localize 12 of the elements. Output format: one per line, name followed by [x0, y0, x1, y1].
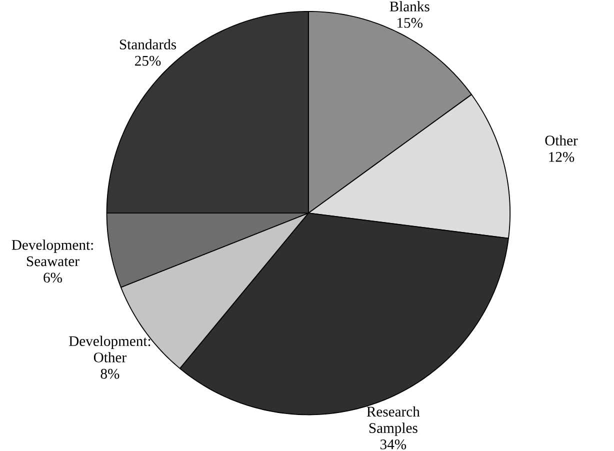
slice-label: Blanks [390, 1, 430, 12]
slice-label: Development: Seawater [12, 240, 93, 266]
slice-label: Standards [120, 39, 176, 50]
slice-label: Other [545, 135, 578, 146]
slice-label: Research Samples [366, 406, 420, 436]
data-label: 15% [398, 18, 422, 28]
slice-label: Development: Other [69, 336, 150, 363]
data-label: 12% [549, 152, 574, 162]
data-label: 6% [44, 272, 62, 283]
data-label: 8% [100, 369, 120, 380]
data-label: 34% [380, 440, 406, 450]
data-label: 25% [135, 56, 161, 66]
